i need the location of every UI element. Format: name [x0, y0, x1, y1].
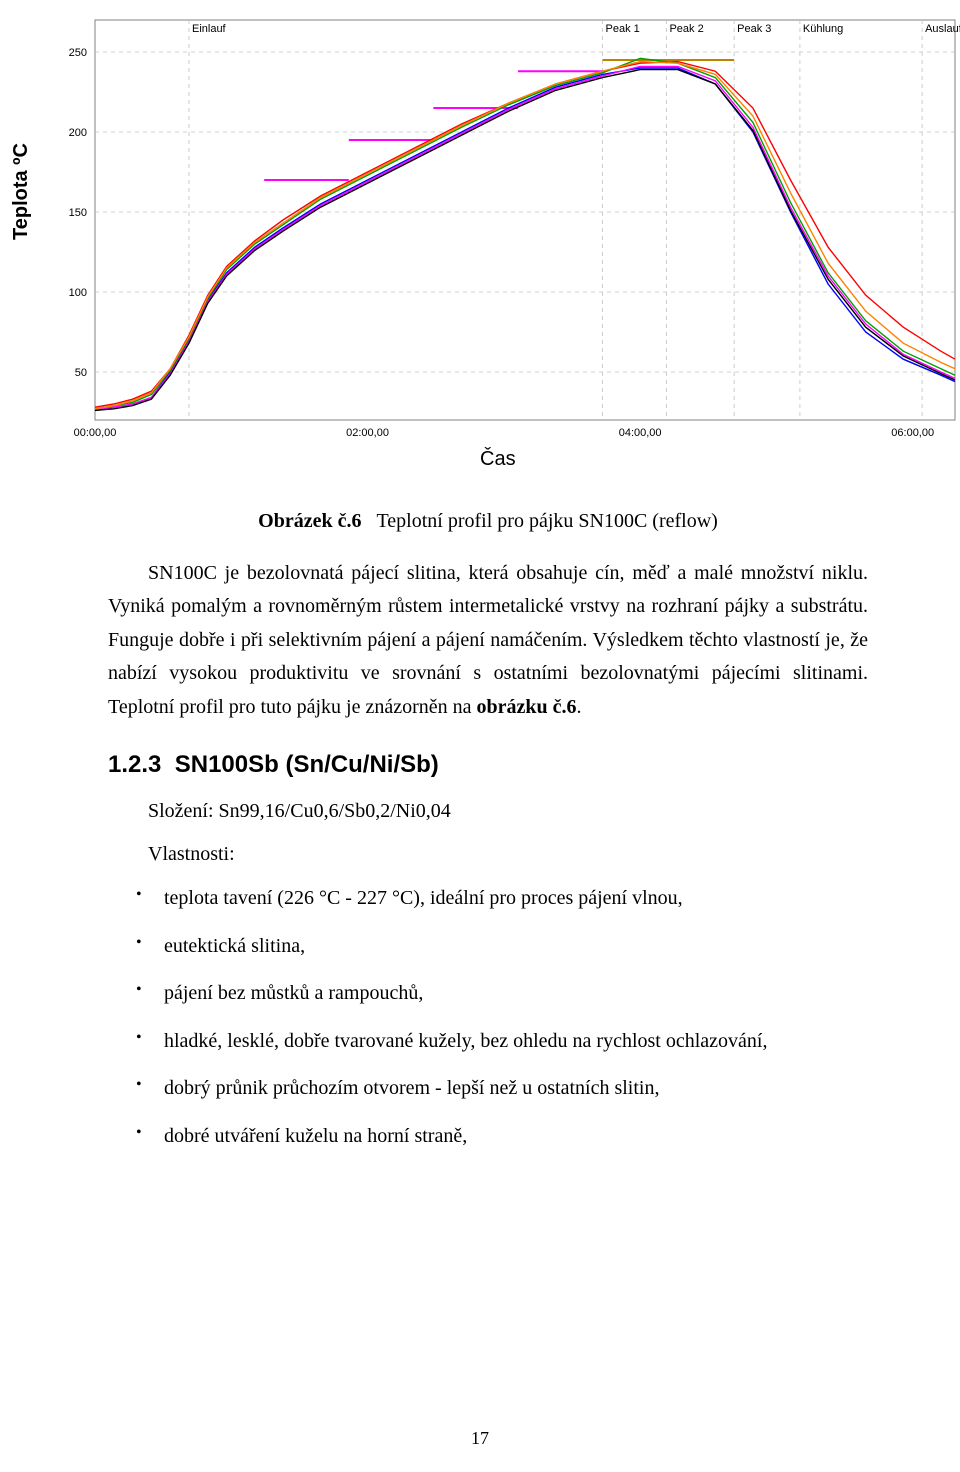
svg-text:Einlauf: Einlauf — [192, 23, 227, 35]
intro-paragraph: SN100C je bezolovnatá pájecí slitina, kt… — [108, 557, 868, 725]
page-content: Obrázek č.6 Teplotní profil pro pájku SN… — [108, 505, 868, 1168]
figure-number: Obrázek č.6 — [258, 510, 361, 532]
svg-text:Auslauf: Auslauf — [925, 23, 960, 35]
x-axis-label: Čas — [480, 448, 516, 471]
svg-text:Kühlung: Kühlung — [803, 23, 843, 35]
svg-text:06:00,00: 06:00,00 — [891, 427, 934, 439]
property-item: teplota tavení (226 °C - 227 °C), ideáln… — [164, 882, 868, 916]
svg-text:04:00,00: 04:00,00 — [619, 427, 662, 439]
properties-label: Vlastnosti: — [108, 838, 868, 872]
section-number: 1.2.3 — [108, 751, 161, 778]
svg-text:100: 100 — [69, 287, 87, 299]
svg-text:250: 250 — [69, 47, 87, 59]
section-heading: 1.2.3 SN100Sb (Sn/Cu/Ni/Sb) — [108, 745, 868, 785]
svg-text:02:00,00: 02:00,00 — [346, 427, 389, 439]
composition-line: Složení: Sn99,16/Cu0,6/Sb0,2/Ni0,04 — [108, 795, 868, 829]
reflow-profile-chart: 50 100 150 200 250 Einlauf Peak 1 Peak 2 Peak 3 K… — [40, 0, 960, 440]
y-axis-label: Teplota ºC — [10, 143, 33, 240]
svg-text:Peak 1: Peak 1 — [606, 23, 640, 35]
svg-text:50: 50 — [75, 367, 87, 379]
svg-text:150: 150 — [69, 207, 87, 219]
properties-list: teplota tavení (226 °C - 227 °C), ideáln… — [108, 882, 868, 1154]
property-item: dobré utváření kuželu na horní straně, — [164, 1120, 868, 1154]
figure-caption: Obrázek č.6 Teplotní profil pro pájku SN… — [108, 505, 868, 539]
svg-text:200: 200 — [69, 127, 87, 139]
svg-text:Peak 3: Peak 3 — [737, 23, 771, 35]
svg-text:00:00,00: 00:00,00 — [74, 427, 117, 439]
property-item: pájení bez můstků a rampouchů, — [164, 977, 868, 1011]
section-title: SN100Sb (Sn/Cu/Ni/Sb) — [175, 751, 439, 778]
property-item: dobrý průnik průchozím otvorem - lepší n… — [164, 1072, 868, 1106]
property-item: eutektická slitina, — [164, 930, 868, 964]
chart-container: Teplota ºC 50 100 150 200 250 Einlauf Peak 1 Pe… — [0, 0, 960, 484]
figure-caption-text: Teplotní profil pro pájku SN100C (reflow… — [376, 510, 717, 532]
page-number: 17 — [0, 1428, 960, 1449]
svg-text:Peak 2: Peak 2 — [669, 23, 703, 35]
property-item: hladké, lesklé, dobře tvarované kužely, … — [164, 1025, 868, 1059]
